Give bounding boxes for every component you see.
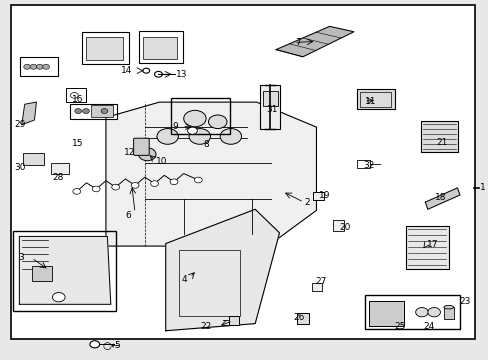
Circle shape [138,148,156,161]
Text: 11: 11 [365,96,376,105]
Bar [369,301,404,326]
FancyBboxPatch shape [133,138,149,156]
Bar [51,163,69,174]
Text: 19: 19 [319,191,330,200]
Text: 14: 14 [121,66,132,75]
Circle shape [183,111,205,127]
Bar [20,57,58,76]
Bar [138,31,183,63]
Circle shape [42,64,49,69]
Text: 7: 7 [294,38,300,47]
Text: 1: 1 [479,183,485,192]
Polygon shape [165,209,279,331]
Bar [420,121,458,152]
Bar [70,104,116,118]
Text: 12: 12 [123,148,135,157]
Circle shape [24,64,30,69]
Bar [365,296,459,329]
Circle shape [112,184,119,190]
Text: 5: 5 [115,341,120,350]
Text: 13: 13 [175,71,186,80]
Circle shape [220,129,241,144]
Bar [23,153,43,165]
Bar [311,283,322,292]
Polygon shape [20,237,111,304]
Bar [405,226,448,269]
Text: 23: 23 [458,297,470,306]
Text: 2: 2 [304,198,310,207]
Circle shape [170,179,178,185]
Text: 4: 4 [181,275,186,284]
Circle shape [157,129,178,144]
Bar [332,220,343,231]
Circle shape [30,64,37,69]
Circle shape [131,183,139,188]
Text: 27: 27 [314,277,325,286]
Bar [31,266,52,281]
Bar [179,250,239,316]
Circle shape [154,71,162,77]
Circle shape [70,93,78,98]
Bar [170,98,229,134]
Text: 22: 22 [200,322,211,331]
Circle shape [208,115,226,129]
Bar [360,92,390,108]
Bar [263,91,277,106]
Circle shape [189,129,210,144]
Text: 10: 10 [156,157,167,166]
Text: 15: 15 [72,139,83,148]
Bar [443,307,453,319]
Circle shape [73,189,81,194]
Circle shape [150,181,158,186]
Circle shape [82,109,89,113]
Text: ○←: ○← [102,341,120,351]
Text: 25: 25 [393,322,405,331]
Circle shape [415,307,427,317]
Bar [86,37,122,60]
Circle shape [194,177,202,183]
Circle shape [92,186,100,192]
Text: 6: 6 [125,211,131,220]
Circle shape [187,127,197,134]
Circle shape [36,64,43,69]
Text: 18: 18 [434,193,446,202]
Circle shape [101,109,108,113]
Text: 8: 8 [203,140,208,149]
Text: 24: 24 [423,322,434,331]
Circle shape [142,68,149,73]
Bar [357,89,394,109]
Text: 30: 30 [14,163,25,172]
Circle shape [90,341,100,348]
Text: 28: 28 [52,174,64,183]
Text: 31: 31 [266,105,277,114]
Polygon shape [106,102,316,246]
Circle shape [427,307,440,317]
Text: 3: 3 [19,253,24,262]
Text: 9: 9 [172,122,178,131]
Bar [228,316,238,325]
Text: 17: 17 [426,240,437,249]
Text: 21: 21 [435,138,447,147]
Bar [81,32,129,64]
Polygon shape [425,188,459,209]
Bar [312,192,324,201]
Bar [296,313,308,324]
Text: 26: 26 [292,313,304,322]
Polygon shape [22,102,36,125]
Bar [13,231,116,311]
Bar [91,105,113,117]
Text: 29: 29 [14,120,25,129]
Bar [260,85,280,129]
Text: 20: 20 [339,223,350,232]
Bar [143,37,177,59]
Text: 16: 16 [72,95,83,104]
Bar [357,160,369,168]
Circle shape [75,109,81,113]
Polygon shape [276,26,353,57]
Ellipse shape [443,305,453,309]
Text: 32: 32 [363,161,374,170]
Bar [65,88,86,102]
Circle shape [52,293,65,302]
